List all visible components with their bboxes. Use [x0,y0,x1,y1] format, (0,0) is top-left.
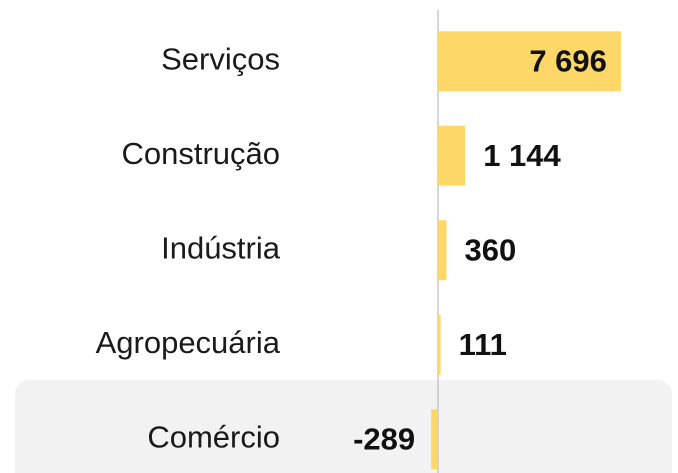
value-label: 1 144 [483,138,561,173]
bar [438,31,621,92]
row-highlight [15,380,672,473]
category-label: Agropecuária [96,325,281,360]
category-label: Comércio [147,419,280,454]
bar [438,125,466,186]
value-label: 7 696 [529,43,607,78]
value-label: 111 [459,327,507,362]
category-label: Serviços [161,41,280,76]
category-label: Construção [121,136,280,171]
bar [431,409,438,470]
value-label: 360 [465,232,517,267]
bar [438,314,441,375]
value-label: -289 [353,421,415,456]
category-label: Indústria [161,230,281,265]
bar [438,220,447,281]
